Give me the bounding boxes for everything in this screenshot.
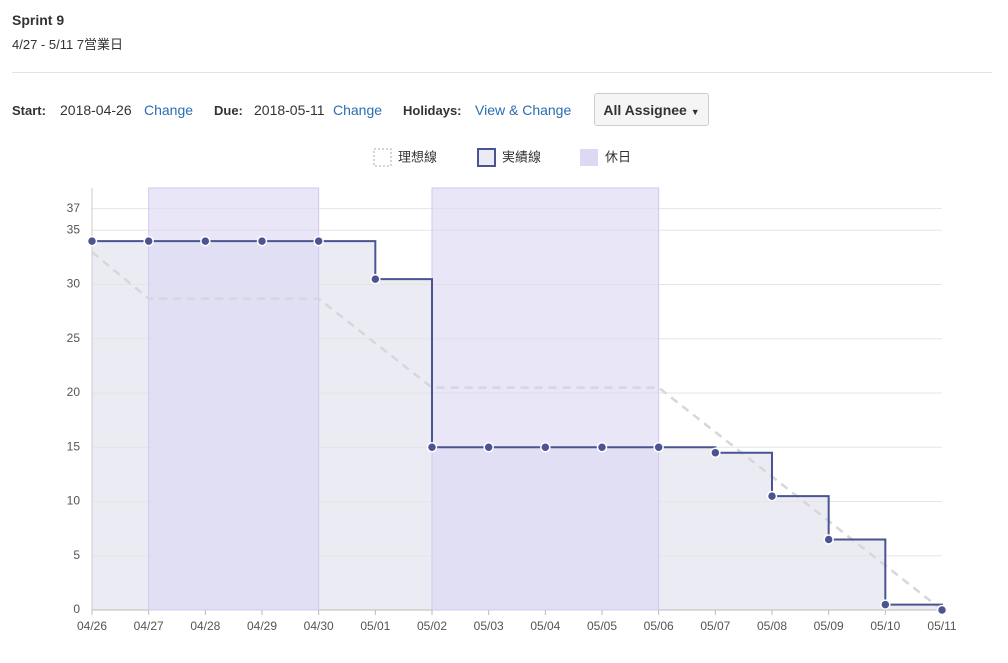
actual-point xyxy=(256,235,268,247)
actual-point xyxy=(483,442,494,453)
y-tick-label: 30 xyxy=(67,277,81,291)
actual-point xyxy=(540,442,551,453)
start-change-link[interactable]: Change xyxy=(144,102,194,118)
actual-point xyxy=(823,534,834,545)
divider xyxy=(12,72,992,73)
actual-point xyxy=(880,599,891,610)
legend-swatch xyxy=(580,149,598,166)
ideal-line xyxy=(91,251,943,611)
y-tick-label: 25 xyxy=(67,331,81,345)
y-tick-label: 10 xyxy=(67,494,81,508)
x-tick-label: 04/29 xyxy=(247,619,277,633)
holidays-link[interactable]: View & Change xyxy=(475,102,572,118)
start-label: Start: xyxy=(12,103,46,118)
sprint-title: Sprint 9 xyxy=(12,12,65,28)
legend-label: 理想線 xyxy=(398,149,437,164)
holidays-label: Holidays: xyxy=(403,103,462,118)
y-tick-label: 15 xyxy=(67,439,81,453)
assignee-text[interactable]: All Assignee xyxy=(603,102,687,118)
x-tick-label: 04/26 xyxy=(77,619,107,633)
actual-point xyxy=(86,235,98,247)
x-tick-label: 05/10 xyxy=(870,619,900,633)
actual-point xyxy=(370,273,381,285)
x-tick-label: 05/06 xyxy=(644,619,674,633)
y-tick-label: 20 xyxy=(67,385,81,399)
x-tick-label: 05/07 xyxy=(700,619,730,633)
actual-point xyxy=(653,442,664,453)
y-tick-label: 35 xyxy=(67,222,81,236)
assignee-dropdown[interactable]: All Assignee ▼ xyxy=(594,93,709,126)
x-tick-label: 04/30 xyxy=(304,619,334,633)
y-tick-label: 37 xyxy=(67,201,81,215)
actual-point xyxy=(766,490,778,502)
y-tick-label: 0 xyxy=(73,602,80,616)
actual-point xyxy=(143,235,154,247)
x-tick-label: 05/03 xyxy=(474,619,504,633)
actual-point xyxy=(936,604,948,616)
x-tick-label: 04/28 xyxy=(190,619,220,633)
x-tick-label: 04/27 xyxy=(134,619,164,633)
actual-point xyxy=(313,235,324,247)
x-tick-label: 05/08 xyxy=(757,619,787,633)
legend-label: 実績線 xyxy=(502,149,541,164)
x-tick-label: 05/05 xyxy=(587,619,617,633)
actual-point xyxy=(200,235,211,247)
x-tick-label: 05/04 xyxy=(530,619,560,633)
holiday-band xyxy=(148,187,320,611)
actual-point xyxy=(596,442,608,453)
x-tick-label: 05/01 xyxy=(360,619,390,633)
legend-label: 休日 xyxy=(605,149,631,164)
due-date: 2018-05-11 xyxy=(254,102,325,118)
x-tick-label: 05/02 xyxy=(417,619,447,633)
x-tick-label: 05/11 xyxy=(927,619,956,633)
actual-point xyxy=(426,442,438,453)
due-change-link[interactable]: Change xyxy=(333,102,383,118)
holiday-band xyxy=(431,187,660,611)
sprint-period: 4/27 - 5/11 7営業日 xyxy=(12,37,124,52)
x-tick-label: 05/09 xyxy=(814,619,844,633)
legend-swatch xyxy=(373,148,392,167)
legend-swatch xyxy=(477,148,496,167)
actual-point xyxy=(710,447,721,458)
y-tick-label: 5 xyxy=(73,548,80,562)
start-date: 2018-04-26 xyxy=(60,102,132,118)
due-label: Due: xyxy=(214,103,243,118)
